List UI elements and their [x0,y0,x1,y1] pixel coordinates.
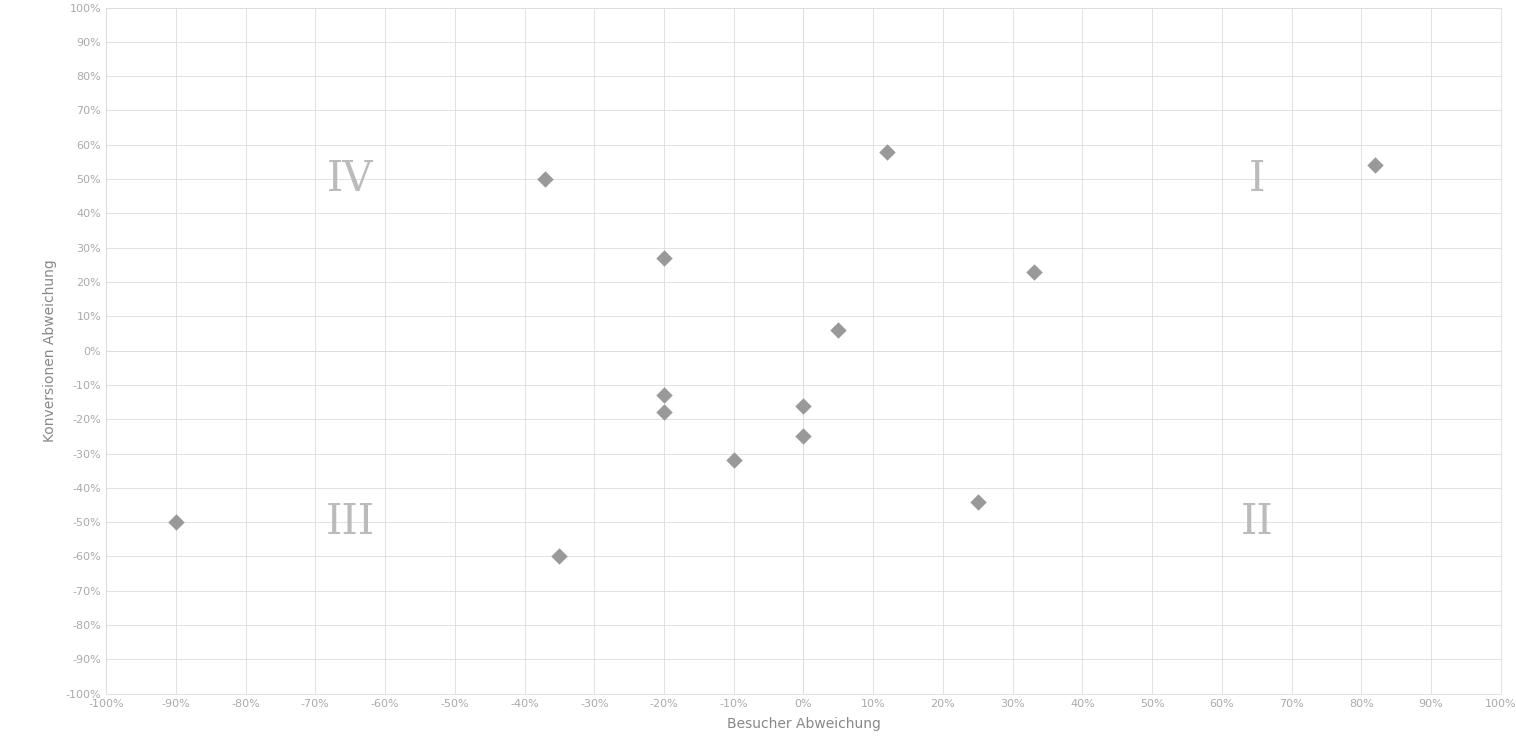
Text: I: I [1249,158,1264,200]
Text: IV: IV [327,158,373,200]
Point [652,406,676,418]
Point [652,252,676,264]
Point [164,516,188,528]
Point [875,146,899,158]
Text: III: III [326,501,374,543]
Y-axis label: Konversionen Abweichung: Konversionen Abweichung [44,259,58,442]
Point [791,431,816,443]
Point [547,550,572,562]
Point [652,389,676,401]
Point [1363,159,1387,171]
Point [791,400,816,412]
Point [826,324,850,336]
Point [1022,265,1046,277]
Point [722,455,746,467]
Point [534,173,558,185]
Text: II: II [1240,501,1273,543]
X-axis label: Besucher Abweichung: Besucher Abweichung [726,717,881,731]
Point [966,495,990,507]
